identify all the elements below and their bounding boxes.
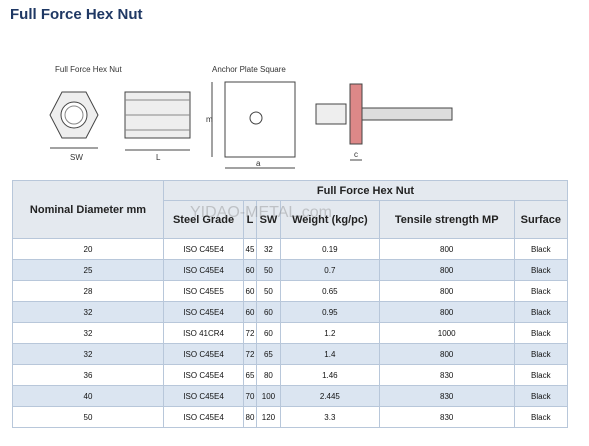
header-row: Nominal Diameter mm Full Force Hex Nut [12, 180, 568, 239]
column-header: Weight (kg/pc) [280, 200, 380, 239]
table-row: 32 ISO 41CR4 72 60 1.2 1000 Black [12, 322, 569, 344]
table-cell: 1.46 [280, 364, 380, 386]
plate-label: Anchor Plate Square [212, 65, 286, 74]
bolt-plate [349, 83, 363, 145]
table-cell: 0.65 [280, 280, 380, 302]
table-cell: 32 [12, 322, 164, 344]
table-cell: ISO C45E4 [162, 406, 245, 428]
table-cell: Black [513, 238, 569, 260]
table-cell: 830 [378, 385, 515, 407]
table-cell: 20 [12, 238, 164, 260]
table-cell: Black [513, 343, 569, 365]
table-cell: 50 [12, 406, 164, 428]
sw-label: SW [70, 153, 83, 162]
table-row: 32 ISO C45E4 72 65 1.4 800 Black [12, 343, 569, 365]
plate-hole [249, 111, 263, 125]
table-cell: 120 [255, 406, 282, 428]
table-row: 25 ISO C45E4 60 50 0.7 800 Black [12, 259, 569, 281]
table-cell: 70 [243, 385, 257, 407]
column-header: L [243, 200, 257, 239]
table-body: 20 ISO C45E4 45 32 0.19 800 Black 25 ISO C45E4 60… [12, 238, 569, 428]
diagram: Full Force Hex Nut Anchor Plate Square S… [49, 65, 453, 169]
table-cell: 72 [243, 343, 257, 365]
table-cell: 50 [255, 280, 282, 302]
column-header: SW [255, 200, 282, 239]
table-cell: ISO C45E4 [162, 301, 245, 323]
table-cell: Black [513, 364, 569, 386]
hex-thread [64, 105, 84, 125]
table-cell: ISO C45E4 [162, 364, 245, 386]
table-cell: 60 [243, 301, 257, 323]
table-cell: 60 [243, 259, 257, 281]
l-label: L [156, 153, 161, 162]
table-cell: 800 [378, 259, 515, 281]
nut-label: Full Force Hex Nut [55, 65, 122, 74]
table-cell: ISO C45E4 [162, 385, 245, 407]
table-cell: 800 [378, 343, 515, 365]
table-cell: 0.7 [280, 259, 380, 281]
table-cell: ISO C45E5 [162, 280, 245, 302]
column-header: Surface [513, 200, 569, 239]
table-row: 50 ISO C45E4 80 120 3.3 830 Black [12, 406, 569, 428]
bolt-bar [361, 107, 453, 121]
table-cell: 32 [12, 343, 164, 365]
table-cell: 65 [243, 364, 257, 386]
group-header: Full Force Hex Nut [163, 180, 568, 201]
table-cell: ISO C45E4 [162, 259, 245, 281]
table-cell: ISO C45E4 [162, 238, 245, 260]
table-cell: 32 [12, 301, 164, 323]
page-title: Full Force Hex Nut [10, 6, 143, 23]
table-row: 20 ISO C45E4 45 32 0.19 800 Black [12, 238, 569, 260]
table-cell: 60 [255, 322, 282, 344]
header-row: Steel Grade L SW Weight (kg/pc) Tensile stre… [13, 200, 569, 239]
table-cell: 800 [378, 238, 515, 260]
table-cell: 800 [378, 301, 515, 323]
table-cell: 40 [12, 385, 164, 407]
table-cell: Black [513, 301, 569, 323]
table-cell: 830 [378, 364, 515, 386]
a-label: a [256, 159, 261, 168]
table-cell: 25 [12, 259, 164, 281]
table-cell: 2.445 [280, 385, 380, 407]
table-cell: 72 [243, 322, 257, 344]
column-header: Steel Grade [162, 200, 245, 239]
column-header: Tensile strength MP [378, 200, 515, 239]
table-row: 40 ISO C45E4 70 100 2.445 830 Black [12, 385, 569, 407]
table-cell: Black [513, 280, 569, 302]
table-cell: 830 [378, 406, 515, 428]
table-cell: 3.3 [280, 406, 380, 428]
column-header: Nominal Diameter mm [12, 180, 164, 239]
table-row: 32 ISO C45E4 60 60 0.95 800 Black [12, 301, 569, 323]
table-cell: Black [513, 385, 569, 407]
table-cell: 60 [255, 301, 282, 323]
table-row: 28 ISO C45E5 60 50 0.65 800 Black [12, 280, 569, 302]
table-cell: 80 [243, 406, 257, 428]
table-cell: 1.4 [280, 343, 380, 365]
table-cell: 45 [243, 238, 257, 260]
m-label: m [206, 115, 213, 124]
table-cell: 1000 [378, 322, 515, 344]
table-cell: 100 [255, 385, 282, 407]
table-cell: 1.2 [280, 322, 380, 344]
table-cell: 32 [255, 238, 282, 260]
table-cell: 28 [12, 280, 164, 302]
table-cell: 65 [255, 343, 282, 365]
table-cell: 50 [255, 259, 282, 281]
table-cell: 800 [378, 280, 515, 302]
table-cell: Black [513, 406, 569, 428]
table-cell: Black [513, 259, 569, 281]
table-row: 36 ISO C45E4 65 80 1.46 830 Black [12, 364, 569, 386]
table-cell: 60 [243, 280, 257, 302]
spec-table: Nominal Diameter mm Full Force Hex Nut S… [12, 180, 569, 428]
table-cell: ISO 41CR4 [162, 322, 245, 344]
table-cell: Black [513, 322, 569, 344]
table-cell: 0.95 [280, 301, 380, 323]
table-cell: 80 [255, 364, 282, 386]
c-label: c [354, 150, 358, 159]
bolt-nut [315, 103, 347, 125]
table-cell: ISO C45E4 [162, 343, 245, 365]
table-cell: 0.19 [280, 238, 380, 260]
table-cell: 36 [12, 364, 164, 386]
